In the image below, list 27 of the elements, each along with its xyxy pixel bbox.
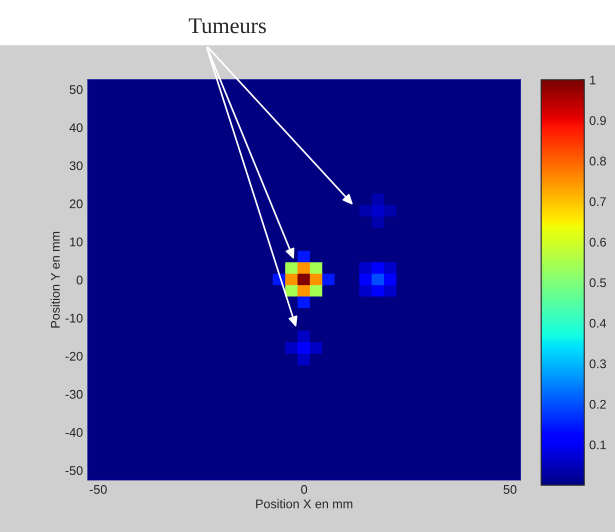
y-tick-label: -20 xyxy=(66,352,83,361)
y-tick-label: 50 xyxy=(70,85,83,94)
y-tick-label: 40 xyxy=(69,123,83,132)
x-tick-label: -50 xyxy=(90,485,107,494)
color-bar-label: 0.8 xyxy=(590,156,606,166)
color-bar-label: 0.4 xyxy=(590,318,606,328)
y-tick-label: 30 xyxy=(70,161,83,170)
color-bar-label: 0.2 xyxy=(590,400,606,409)
y-tick-label: -40 xyxy=(66,428,83,437)
color-bar-label: 0.5 xyxy=(590,278,606,288)
y-tick-label: 20 xyxy=(70,199,83,208)
color-bar-label: 0.3 xyxy=(590,359,606,368)
x-axis-title: Position X en mm xyxy=(256,499,352,508)
text: Tumeurs xyxy=(188,18,266,34)
y-tick-label: -50 xyxy=(66,466,83,475)
y-axis-title: Position Y en mm xyxy=(50,232,60,328)
y-tick-label: 10 xyxy=(70,238,83,246)
color-bar-label: 0.6 xyxy=(590,238,606,247)
x-tick-label: 50 xyxy=(504,485,516,494)
y-tick-label: 0 xyxy=(76,276,83,284)
color-bar-label: 0.1 xyxy=(590,440,606,450)
color-bar-label: 1 xyxy=(590,76,596,84)
color-bar-label: 0.9 xyxy=(590,116,606,125)
y-tick-label: -10 xyxy=(66,314,83,323)
color-bar-label: 0.7 xyxy=(590,197,606,206)
x-tick-label: 0 xyxy=(301,485,308,494)
y-tick-label: -30 xyxy=(66,390,83,399)
